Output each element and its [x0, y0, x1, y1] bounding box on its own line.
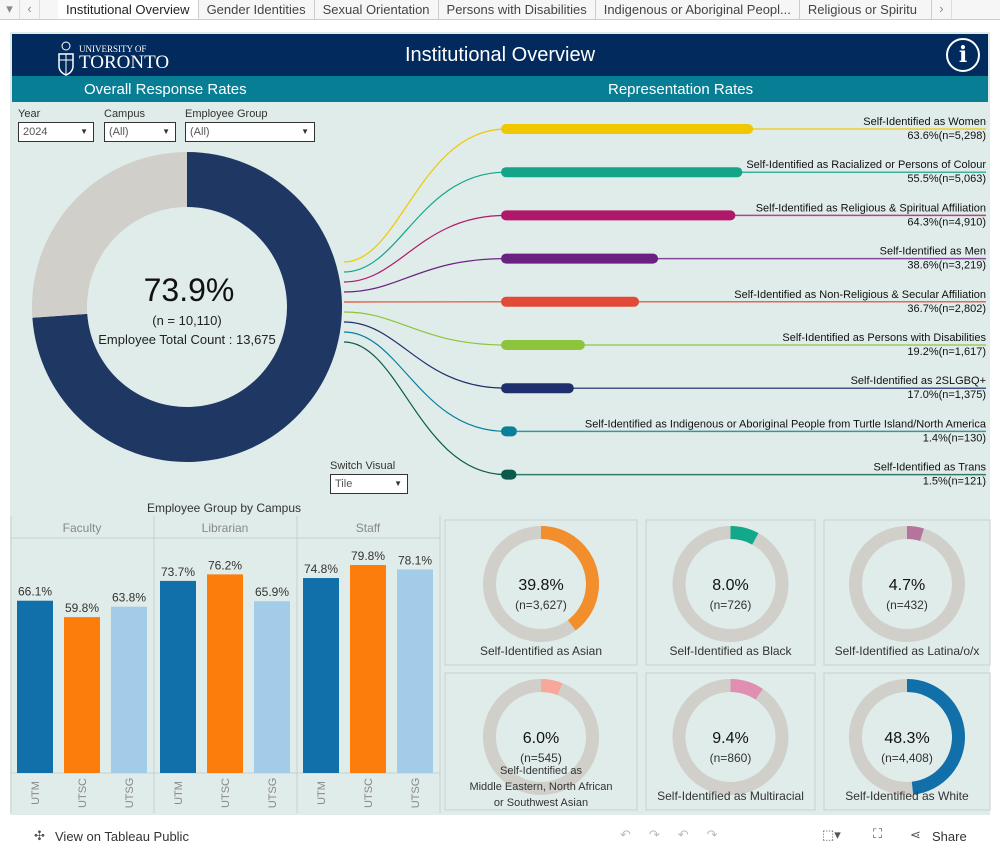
tab-religious[interactable]: Religious or Spiritu — [800, 0, 932, 19]
section-headers: Overall Response Rates Representation Ra… — [12, 76, 988, 102]
year-label: Year — [18, 108, 41, 120]
switch-visual-filter[interactable]: Switch Visual Tile — [330, 460, 408, 494]
dashboard: UNIVERSITY OF TORONTO Institutional Overv… — [10, 32, 990, 815]
tab-gender-identities[interactable]: Gender Identities — [199, 0, 315, 19]
footer-toolbar: ✣ View on Tableau Public ↶↷↶↷ ⬚▾ ⛶ ⋖ Sha… — [0, 822, 1000, 850]
sheet-tabs: ▾ ‹ Institutional Overview Gender Identi… — [0, 0, 1000, 20]
tab-persons-with-disabilities[interactable]: Persons with Disabilities — [439, 0, 596, 19]
logo-small-text: UNIVERSITY OF — [79, 44, 147, 54]
undo-redo-icons[interactable]: ↶↷↶↷ — [620, 827, 736, 842]
logo-big-text: TORONTO — [79, 52, 170, 73]
campus-select[interactable]: (All) — [104, 122, 176, 142]
header: UNIVERSITY OF TORONTO Institutional Overv… — [12, 34, 988, 76]
year-select[interactable]: 2024 — [18, 122, 94, 142]
page-title: Institutional Overview — [404, 44, 596, 66]
year-filter[interactable]: Year 2024 — [18, 108, 94, 142]
employee-group-select[interactable]: (All) — [185, 122, 315, 142]
campus-label: Campus — [104, 108, 145, 120]
switch-visual-label: Switch Visual — [330, 460, 396, 472]
fullscreen-icon[interactable]: ⛶ — [873, 826, 883, 841]
campus-filter[interactable]: Campus (All) — [104, 108, 176, 142]
tab-sexual-orientation[interactable]: Sexual Orientation — [315, 0, 439, 19]
university-logo: UNIVERSITY OF TORONTO — [57, 40, 169, 76]
share-icon[interactable]: ⋖ — [910, 827, 921, 842]
switch-visual-select[interactable]: Tile — [330, 474, 408, 494]
tabs-next-icon[interactable]: › — [932, 0, 952, 19]
overall-response-heading: Overall Response Rates — [84, 81, 247, 98]
tabs-menu-icon[interactable]: ▾ — [0, 0, 20, 19]
employee-group-filter[interactable]: Employee Group (All) — [185, 108, 315, 142]
tableau-icon: ✣ — [34, 828, 45, 843]
tabs-prev-icon[interactable]: ‹ — [20, 0, 40, 19]
view-on-tableau-link[interactable]: View on Tableau Public — [55, 829, 189, 844]
download-icon[interactable]: ⬚▾ — [822, 827, 841, 842]
tab-institutional-overview[interactable]: Institutional Overview — [58, 0, 199, 19]
employee-group-label: Employee Group — [185, 108, 268, 120]
info-button[interactable]: i — [946, 38, 980, 72]
representation-heading: Representation Rates — [608, 81, 754, 98]
tab-indigenous[interactable]: Indigenous or Aboriginal Peopl... — [596, 0, 800, 19]
crest-icon — [58, 41, 74, 76]
share-button[interactable]: Share — [932, 829, 967, 844]
